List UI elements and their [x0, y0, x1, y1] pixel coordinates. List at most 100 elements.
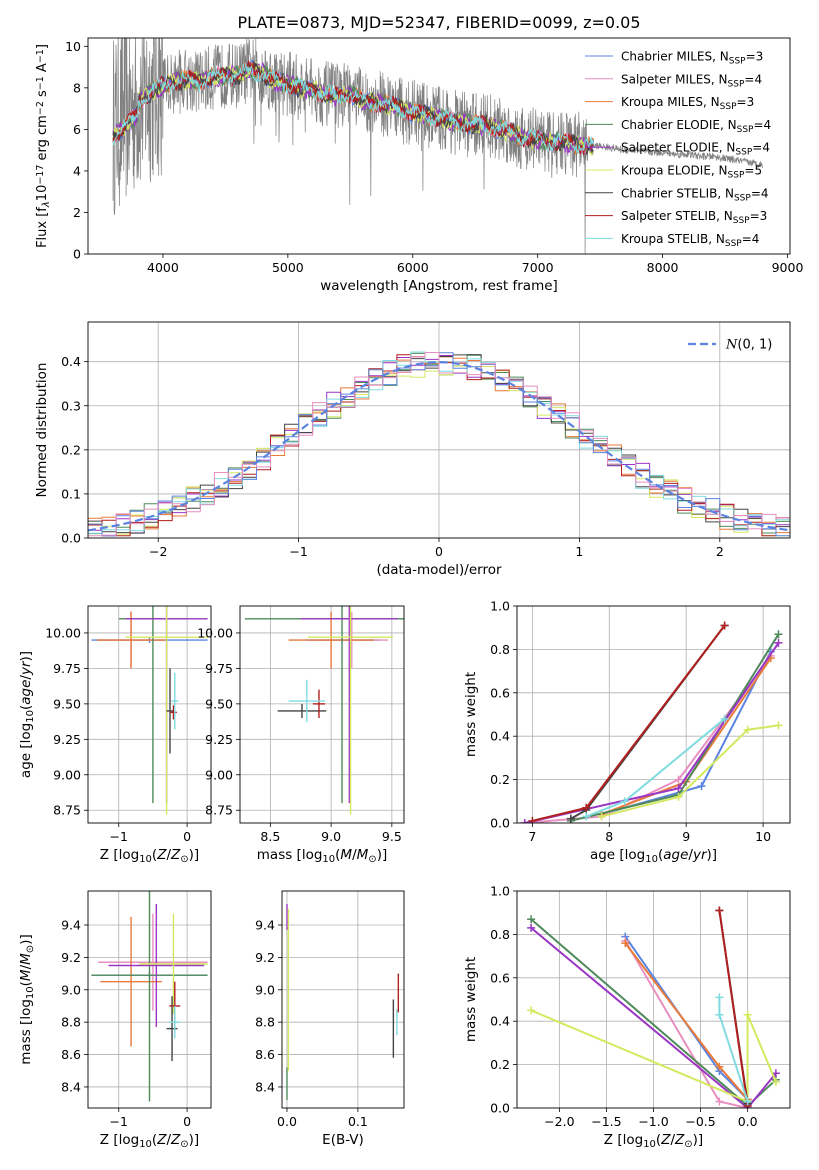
y-tick-label: 9.0 [255, 982, 275, 997]
legend-suffix: =5 [744, 164, 762, 178]
axis-label-part: Z [156, 847, 167, 863]
axis-label-part: 10 [643, 1139, 656, 1150]
axis-label-part: M [18, 953, 34, 965]
y-tick-label: 0.0 [61, 531, 81, 546]
y-tick-label: 9.25 [53, 732, 81, 747]
legend-text: Chabrier ELODIE, N [621, 118, 737, 132]
y-tick-label: 0.3 [61, 398, 81, 413]
axis-label-part: )] [18, 934, 34, 945]
x-tick-label: 0 [435, 544, 443, 559]
axis-label-part: / [166, 1132, 171, 1148]
y-tick-label: 8.4 [61, 1079, 81, 1094]
axis-label-part: )] [18, 651, 34, 662]
axis-label-part: / [670, 1132, 675, 1148]
y-tick-label: 4 [73, 163, 81, 178]
x-axis-label: E(B-V) [322, 1132, 364, 1148]
axis-label-part: / [18, 675, 34, 680]
axis-label-part: M [357, 847, 369, 863]
x-tick-label: 9000 [772, 260, 804, 275]
y-tick-label: 0.4 [490, 1014, 510, 1029]
mass-weight-marker [582, 812, 591, 821]
y-tick-label: 0.4 [61, 354, 81, 369]
x-tick-label: 8 [605, 829, 613, 844]
y-tick-label: 8.8 [255, 1015, 275, 1030]
y-tick-label: 6 [73, 122, 81, 137]
chart-title: PLATE=0873, MJD=52347, FIBERID=0099, z=0… [237, 13, 640, 32]
y-tick-label: 10.00 [197, 625, 233, 640]
mass-weight-marker [566, 814, 575, 823]
axis-label-part: mass [log [257, 847, 323, 863]
x-axis-label: mass [log10(M/M⊙)] [257, 847, 387, 865]
axis-label-part: age [log [590, 847, 645, 863]
y-tick-label: 1.0 [490, 884, 510, 899]
x-tick-label: 2 [716, 544, 724, 559]
mass-weight-line [524, 655, 772, 823]
axis-label-part: 10 [645, 854, 658, 865]
y-tick-label: 9.25 [205, 732, 233, 747]
axis-label-part: Z [156, 1132, 167, 1148]
legend-args: (0, 1) [737, 338, 772, 353]
mass-weight-marker [715, 906, 724, 915]
axis-label-part: )] [377, 847, 388, 863]
mass-weight-marker [621, 939, 630, 948]
legend-label: Salpeter MILES, NSSP=4 [621, 72, 762, 89]
axis-label-part: 10 [139, 1139, 152, 1150]
plot-area [517, 891, 790, 1108]
legend-suffix: =4 [751, 186, 769, 200]
axis-label-part: Z [674, 1132, 685, 1148]
legend-subscript: SSP [737, 125, 754, 135]
y-axis-label-part: 10 [35, 185, 50, 202]
axis-label-part: ( [658, 847, 663, 863]
legend-label: Kroupa ELODIE, NSSP=5 [621, 164, 762, 181]
mass-weight-marker [527, 1006, 536, 1015]
axis-label-part: ⊙ [684, 1139, 692, 1150]
y-axis-label: Flux [fλ10−17 erg cm−2 s−1 A−1] [35, 44, 52, 248]
mass-weight-marker [674, 784, 683, 793]
y-tick-label: 9.75 [53, 661, 81, 676]
y-axis-label-part: A [35, 63, 50, 76]
mass-weight-line [718, 910, 749, 1106]
mass-weight-marker [743, 725, 752, 734]
x-axis-label: (data-model)/error [376, 562, 502, 578]
x-tick-label: 0 [183, 1114, 191, 1129]
x-tick-label: 4000 [147, 260, 179, 275]
y-tick-label: 9.00 [53, 767, 81, 782]
y-tick-label: 9.4 [255, 918, 275, 933]
axis-label-part: ( [18, 981, 34, 986]
y-tick-label: 0 [73, 247, 81, 262]
axis-label-part: Z [660, 1132, 671, 1148]
mass-weight-marker [715, 1062, 724, 1071]
y-axis-label: mass weight [463, 957, 479, 1042]
axis-label-part: yr [692, 847, 708, 863]
axis-label-part: M [340, 847, 352, 863]
y-tick-label: 9.4 [61, 918, 81, 933]
axis-label-part: )] [707, 847, 718, 863]
y-tick-label: 9.00 [205, 767, 233, 782]
y-axis-label-part: −1 [35, 76, 46, 90]
panel-mass-vs-Z: −1 08.48.68.89.09.29.4Z [log10(Z/Z⊙)]mass… [18, 890, 212, 1150]
y-tick-label: 0.6 [490, 685, 510, 700]
y-tick-label: 10.00 [45, 625, 81, 640]
legend-label: Kroupa STELIB, NSSP=4 [621, 232, 759, 249]
y-tick-label: 0.2 [490, 1057, 510, 1072]
x-tick-label: 6000 [397, 260, 429, 275]
y-tick-label: 0.6 [490, 970, 510, 985]
y-axis-label-part: s [35, 90, 50, 101]
legend-text: Salpeter ELODIE, N [621, 141, 735, 155]
y-axis-label: mass [log10(M/M⊙)] [18, 934, 36, 1064]
mass-weight-marker [774, 630, 783, 639]
legend-subscript: SSP [735, 147, 752, 157]
mass-weight-marker [720, 621, 729, 630]
mass-weight-marker [715, 1097, 724, 1106]
mass-weight-marker [527, 915, 536, 924]
legend-text: Kroupa STELIB, N [621, 232, 725, 246]
x-tick-label: −2 [149, 544, 167, 559]
legend-subscript: SSP [720, 102, 737, 112]
x-tick-label: 8000 [647, 260, 679, 275]
y-tick-label: 10 [65, 39, 81, 54]
mass-weight-line [532, 624, 726, 822]
axes-frame [87, 321, 791, 539]
mass-weight-marker [743, 1010, 752, 1019]
